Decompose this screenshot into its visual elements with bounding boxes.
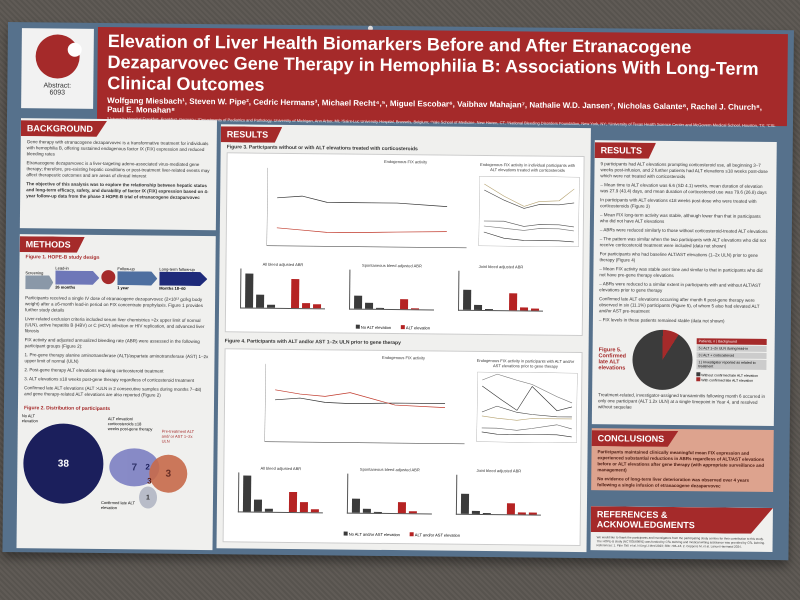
- figure5-pie-chart: [632, 329, 693, 391]
- bar-chart-title: Spontaneous bleed adjusted ABR: [359, 466, 420, 473]
- venn-pre-treatment: 3: [149, 454, 188, 493]
- venn-label: No ALT elevation: [21, 413, 38, 424]
- venn-label: Confirmed late ALT elevation: [100, 500, 135, 511]
- figure3-legend: No ALT elevation ALT elevation: [355, 324, 430, 330]
- bullet: No evidence of long-term liver deteriora…: [597, 476, 750, 489]
- results-text-section: RESULTS 9 participants had ALT elevation…: [591, 140, 777, 427]
- title-banner: Elevation of Liver Health Biomarkers Bef…: [96, 26, 788, 128]
- venn-no-alt: 38: [22, 423, 104, 505]
- results-figures-section: RESULTS Figure 3. Participants without o…: [216, 124, 591, 553]
- poster-title: Elevation of Liver Health Biomarkers Bef…: [107, 31, 759, 95]
- chart-title: Endogenous FIX activity in individual pa…: [480, 161, 576, 173]
- bullet: FIX activity and adjusted annualized ble…: [24, 337, 200, 349]
- venn-overlap-value: 3: [147, 476, 152, 486]
- venn-overlap-value: 2: [145, 462, 150, 472]
- phase-label: Follow-up: [117, 266, 135, 272]
- figure5: Figure 5. Confirmed late ALT elevations …: [592, 329, 775, 391]
- bullet: Confirmed late ALT elevations (ALT >ULN …: [24, 385, 202, 398]
- bullet: Treatment-related, investigator-assigned…: [597, 392, 766, 410]
- bullet: – ABRs were reduced similarly to those w…: [599, 227, 768, 234]
- bullet: – Mean FIX long-term activity was stable…: [599, 212, 761, 224]
- phase-label: Long-term follow-up: [159, 266, 195, 272]
- figure3-line-chart: [266, 167, 467, 249]
- section-heading: BACKGROUND: [21, 120, 107, 137]
- references-section: REFERENCES & ACKNOWLEDGMENTS We would li…: [590, 506, 773, 553]
- figure4-legend: No ALT and/or AST elevation ALT and/or A…: [343, 531, 460, 538]
- bullet: Gene therapy with etranacogene dezaparvo…: [26, 139, 209, 157]
- bar-chart-title: All bleed adjusted ABR: [260, 465, 302, 472]
- figure5-table: Patients, n | Background 5 | ALT 1–2x UL…: [696, 338, 767, 370]
- study-design-diagram: Screening Lead-in 26 months Follow-up 1 ye…: [19, 262, 215, 294]
- phase-label: Screening: [25, 270, 44, 276]
- section-heading: CONCLUSIONS: [592, 430, 679, 447]
- bullet: Participants received a single IV dose o…: [24, 295, 203, 313]
- abstract-number: 6093: [49, 89, 66, 97]
- poster: Abstract: 6093 Elevation of Liver Health…: [2, 22, 794, 561]
- bullet: 3. ALT elevations ≤18 weeks post-gene th…: [24, 376, 195, 383]
- venn-diagram: No ALT elevation 38 ALT elevation/ corti…: [17, 413, 214, 545]
- background-section: BACKGROUND Gene therapy with etranacogen…: [19, 118, 217, 231]
- bar-chart-title: Joint bleed adjusted ABR: [478, 263, 524, 270]
- bullet: – ABRs were reduced to a similar extent …: [599, 281, 761, 293]
- venn-label: Pre-treatment ALT and/ or AST 1–2x ULN: [161, 428, 195, 444]
- bar-chart-title: All bleed adjusted ABR: [262, 261, 304, 268]
- figure4-bar-charts: All bleed adjusted ABR Spontaneous bleed…: [224, 465, 555, 516]
- bullet: – The pattern was similar when the two p…: [599, 236, 766, 249]
- bullet: Etranacogene dezaparvovec is a liver-tar…: [26, 160, 210, 179]
- bullet: 2. Post-gene therapy ALT elevations requ…: [24, 367, 164, 374]
- ash-logo-box: Abstract: 6093: [21, 28, 94, 109]
- figure3-bar-charts: All bleed adjusted ABR Spontaneous bleed…: [226, 261, 557, 312]
- section-heading: RESULTS: [221, 126, 283, 143]
- figure5-legend: Without confirmed late ALT elevation Wit…: [696, 372, 766, 383]
- phase-duration: 26 months: [55, 284, 76, 290]
- bar-chart-title: Joint bleed adjusted ABR: [476, 467, 522, 474]
- figure4-line-chart: [264, 363, 465, 445]
- bullet: Liver-related exclusion criteria include…: [24, 316, 205, 334]
- bullet: – Mean FIX activity was stable over time…: [599, 266, 763, 278]
- bullet: Participants maintained clinically meani…: [597, 449, 765, 473]
- infusion-icon: [101, 269, 116, 285]
- figure3-individual-chart: [478, 175, 580, 247]
- venn-label: ALT elevation/ corticosteroids ≤18 weeks…: [107, 416, 153, 432]
- bullet: 1. Pre-gene therapy alanine aminotransfe…: [24, 352, 209, 364]
- chart-title: Endogenous FIX activity in participants …: [476, 357, 575, 369]
- figure4-title: Figure 4. Participants with ALT and/or A…: [224, 338, 401, 347]
- section-heading: RESULTS: [595, 142, 657, 159]
- bullet: In participants with ALT elevations ≤18 …: [600, 197, 757, 209]
- phase-duration: 1 year: [117, 285, 129, 291]
- bullet: Confirmed late ALT elevations occurring …: [598, 296, 760, 314]
- figure4-chart: Endogenous FIX activity Endogenous FIX a…: [222, 348, 583, 547]
- phase-duration: Months 18–60: [159, 285, 186, 291]
- phase-label: Lead-in: [55, 265, 69, 271]
- bullet: – FIX levels in these patients remained …: [598, 317, 725, 324]
- section-heading: METHODS: [20, 236, 85, 253]
- bullet: For participants who had baseline ALT/AS…: [599, 251, 759, 263]
- figure4-individual-chart: [476, 371, 578, 443]
- references-text: We would like to thank the participants …: [596, 535, 765, 549]
- conclusions-section: CONCLUSIONS Participants maintained clin…: [591, 428, 774, 493]
- objective-bullet: The objective of this analysis was to ex…: [26, 181, 209, 201]
- bullet: – Mean time to ALT elevation was 6.6 (SD…: [600, 182, 767, 195]
- bullet: 9 participants had ALT elevations prompt…: [600, 161, 768, 180]
- figure5-title: Figure 5. Confirmed late ALT elevations: [598, 347, 627, 372]
- section-heading: REFERENCES & ACKNOWLEDGMENTS: [591, 506, 773, 534]
- venn-late-alt: 1: [138, 486, 158, 509]
- bar-chart-title: Spontaneous bleed adjusted ABR: [362, 262, 422, 269]
- methods-section: METHODS Figure 1. HOPE-B study design Sc…: [16, 234, 216, 551]
- ash-logo-icon: [35, 34, 80, 79]
- figure3-chart: Endogenous FIX activity Endogenous FIX a…: [224, 152, 585, 337]
